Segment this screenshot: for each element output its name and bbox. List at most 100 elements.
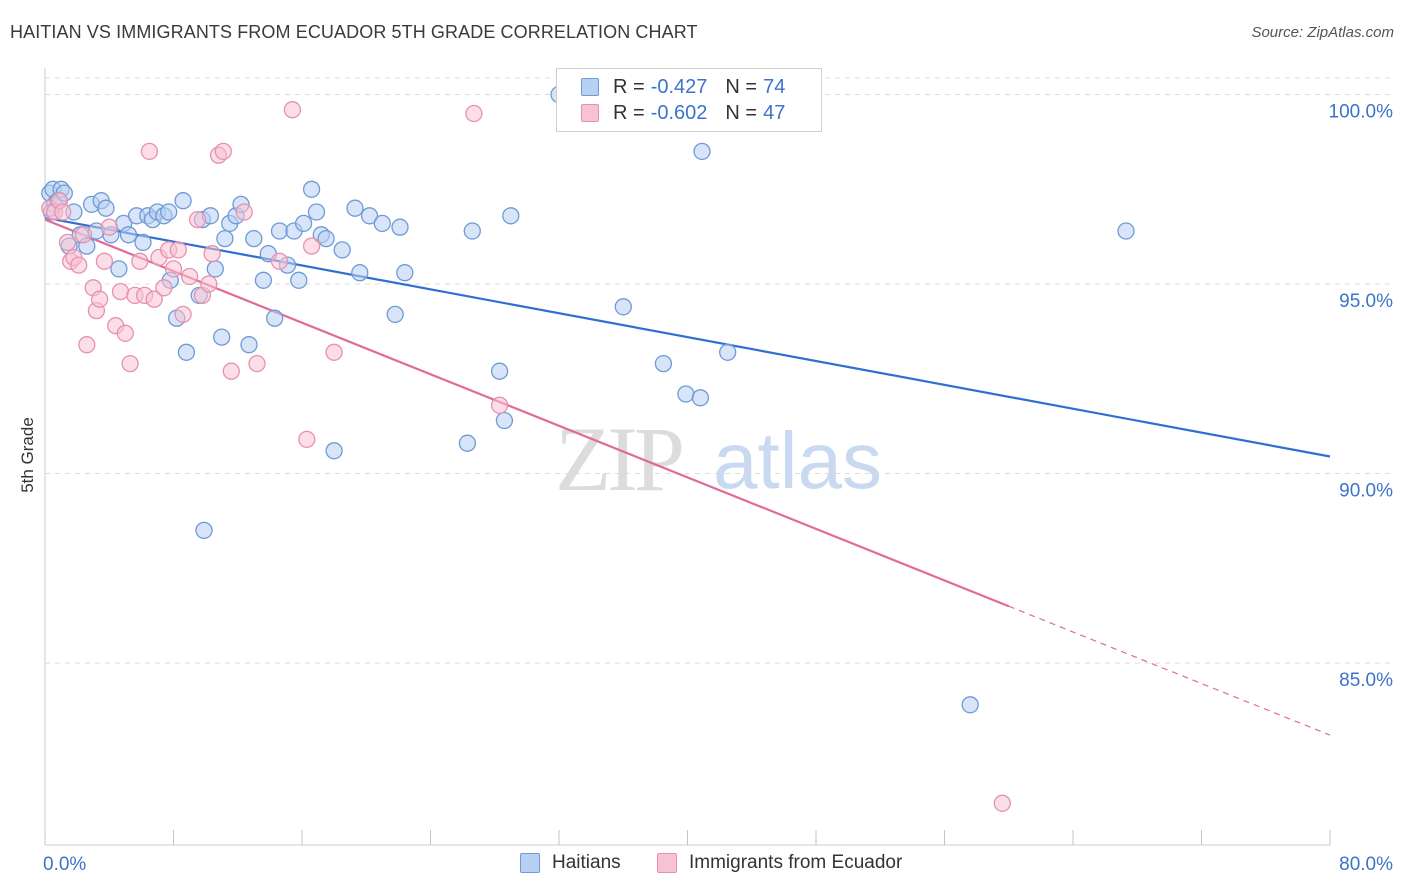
point-haitian	[396, 264, 414, 282]
legend-row-ecuador: R = -0.602 N = 47	[581, 101, 785, 125]
point-ecuador	[121, 354, 139, 373]
correlation-legend: R = -0.427 N = 74 R = -0.602 N = 47	[556, 68, 822, 132]
point-haitian	[386, 305, 404, 324]
point-ecuador	[169, 241, 187, 259]
y-tick-label: 85.0%	[1339, 670, 1393, 691]
point-ecuador	[270, 252, 289, 270]
point-haitian	[351, 264, 369, 282]
point-ecuador	[116, 324, 134, 342]
point-ecuador	[235, 203, 253, 221]
trendlines	[44, 216, 1331, 736]
legend-swatch-blue	[581, 78, 599, 96]
point-ecuador	[222, 362, 240, 380]
point-haitian	[134, 233, 152, 252]
point-ecuador	[95, 252, 114, 270]
axes	[44, 68, 1331, 846]
point-ecuador	[180, 267, 199, 286]
point-haitian	[245, 229, 263, 248]
legend-r-value: -0.602	[650, 101, 708, 124]
point-ecuador	[111, 282, 130, 301]
legend-item-haitians: Haitians	[520, 852, 621, 874]
point-haitian	[177, 343, 196, 361]
point-haitian	[294, 214, 313, 233]
point-haitian	[463, 222, 481, 240]
point-haitian	[677, 385, 695, 403]
gridlines	[45, 77, 1392, 664]
point-ecuador	[302, 237, 321, 255]
point-ecuador	[145, 290, 163, 308]
point-ecuador	[174, 305, 192, 324]
point-haitian	[110, 260, 128, 278]
point-ecuador	[164, 260, 183, 278]
point-haitian	[360, 207, 379, 225]
point-ecuador	[78, 336, 96, 354]
legend-swatch-haitians	[520, 853, 540, 873]
legend-label-haitians: Haitians	[552, 852, 621, 873]
point-haitian	[495, 411, 514, 430]
trendline-blue	[44, 216, 1331, 458]
point-haitian	[391, 218, 409, 236]
point-ecuador	[490, 396, 509, 414]
trendline-dashed-pink	[1008, 605, 1331, 736]
point-haitian	[325, 442, 343, 460]
point-haitian	[373, 214, 391, 233]
watermark-atlas: atlas	[713, 416, 882, 505]
y-tick-label: 90.0%	[1339, 481, 1393, 502]
source-label: Source: ZipAtlas.com	[1251, 24, 1394, 41]
chart-title: HAITIAN VS IMMIGRANTS FROM ECUADOR 5TH G…	[10, 22, 698, 42]
point-haitian	[195, 521, 213, 540]
point-ecuador	[200, 275, 218, 293]
point-haitian	[961, 696, 979, 714]
tick-labels: 85.0% 90.0% 95.0% 100.0% 0.0% 80.0%	[43, 102, 1393, 875]
legend-r-label: R =	[613, 75, 645, 98]
point-haitian	[174, 192, 192, 210]
point-haitian	[719, 343, 737, 361]
point-ecuador	[131, 252, 149, 270]
point-haitian	[490, 362, 509, 380]
watermark-zip: ZIP	[555, 408, 682, 510]
series-legend: Haitians Immigrants from Ecuador	[0, 852, 1406, 878]
point-haitian	[266, 309, 284, 327]
point-haitian	[302, 180, 321, 198]
point-ecuador	[993, 794, 1011, 812]
point-haitian	[97, 199, 115, 217]
point-haitian	[307, 203, 326, 221]
legend-swatch-pink	[581, 104, 599, 122]
point-ecuador	[188, 210, 207, 229]
point-haitian	[614, 298, 632, 316]
point-ecuador	[54, 203, 72, 221]
point-haitian	[119, 226, 138, 244]
y-axis-label: 5th Grade	[18, 417, 37, 493]
point-ecuador	[155, 279, 173, 297]
legend-item-ecuador: Immigrants from Ecuador	[657, 852, 902, 874]
point-haitian	[1117, 222, 1135, 240]
point-ecuador	[58, 233, 77, 252]
legend-swatch-ecuador	[657, 853, 677, 873]
point-ecuador	[70, 256, 88, 274]
x-tick-label: 0.0%	[43, 854, 86, 875]
point-haitian	[654, 354, 673, 373]
x-tick-label: 80.0%	[1339, 854, 1393, 875]
data-points	[41, 85, 1135, 812]
point-haitian	[458, 434, 477, 452]
watermark: ZIP atlas	[555, 408, 882, 510]
point-ecuador	[140, 142, 159, 161]
point-ecuador	[325, 343, 343, 361]
point-ecuador	[214, 142, 232, 161]
legend-r-label: R =	[613, 101, 645, 124]
point-ecuador	[100, 218, 118, 236]
legend-row-haitians: R = -0.427 N = 74	[581, 75, 785, 99]
point-haitian	[317, 229, 335, 248]
point-haitian	[691, 389, 710, 407]
legend-n-value: 47	[763, 101, 786, 124]
point-haitian	[693, 142, 711, 161]
y-tick-label: 95.0%	[1339, 291, 1393, 312]
point-haitian	[502, 207, 520, 225]
legend-n-label: N =	[725, 101, 758, 124]
point-haitian	[206, 260, 224, 278]
point-haitian	[240, 336, 258, 354]
point-haitian	[160, 203, 178, 221]
point-ecuador	[283, 101, 302, 119]
point-ecuador	[298, 430, 316, 449]
